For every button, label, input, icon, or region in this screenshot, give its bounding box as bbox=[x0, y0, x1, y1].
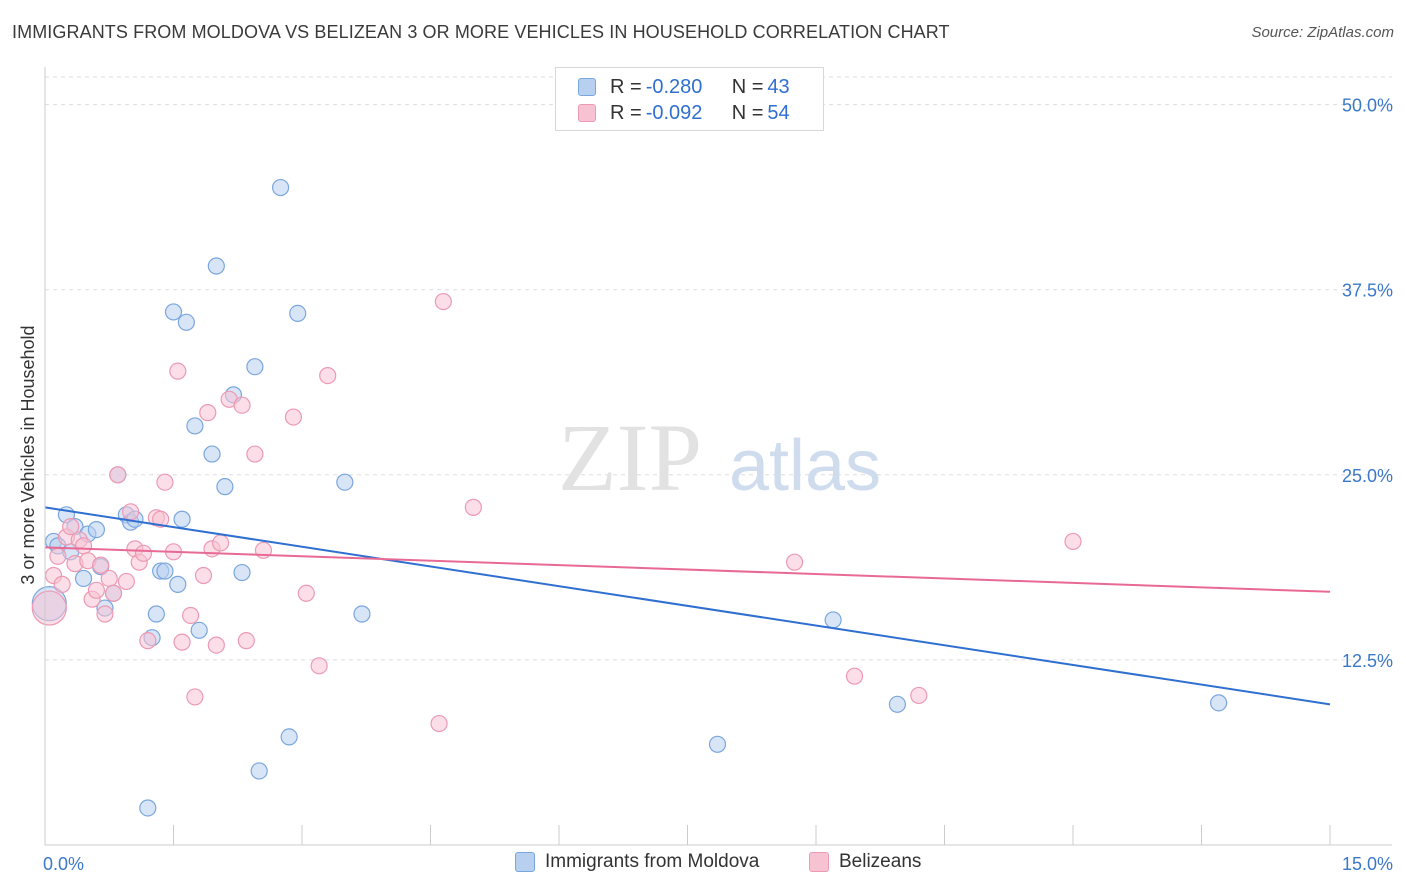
x-tick-label: 15.0% bbox=[1342, 854, 1393, 874]
series-swatch-moldova bbox=[515, 852, 535, 872]
belizeans-point bbox=[845, 667, 864, 685]
belizeans-point bbox=[104, 584, 123, 602]
moldova-point bbox=[207, 257, 225, 275]
belizeans-point bbox=[1064, 532, 1082, 551]
belizeans-point bbox=[100, 569, 118, 588]
belizeans-point bbox=[122, 503, 140, 521]
series-name-belizeans: Belizeans bbox=[839, 851, 922, 872]
series-swatch-belizeans bbox=[809, 852, 829, 872]
y-tick-label: 50.0% bbox=[1342, 96, 1393, 116]
moldova-point bbox=[139, 799, 157, 817]
belizeans-point bbox=[173, 633, 191, 651]
moldova-point bbox=[289, 304, 307, 323]
moldova-point bbox=[233, 563, 251, 582]
legend-r-value: -0.092 bbox=[645, 101, 703, 124]
y-tick-label: 12.5% bbox=[1342, 651, 1393, 671]
watermark-zip: ZIP bbox=[558, 404, 702, 511]
belizeans-point bbox=[194, 566, 213, 585]
belizeans-point bbox=[109, 466, 127, 484]
belizeans-point bbox=[134, 544, 153, 562]
moldova-point bbox=[280, 728, 298, 746]
series-legend-belizeans[interactable]: Belizeans bbox=[809, 851, 921, 873]
legend-r-label: R = bbox=[610, 75, 642, 98]
y-tick-label: 25.0% bbox=[1342, 466, 1393, 486]
belizeans-point bbox=[87, 581, 106, 599]
moldova-point bbox=[216, 478, 234, 496]
belizeans-point bbox=[785, 553, 804, 571]
belizeans-point bbox=[237, 632, 255, 650]
moldova-point bbox=[177, 313, 195, 331]
belizeans-point bbox=[96, 605, 114, 623]
belizeans-point bbox=[246, 445, 264, 463]
belizeans-point bbox=[156, 473, 174, 491]
belizeans-point bbox=[434, 292, 452, 311]
moldova-point bbox=[1210, 694, 1228, 712]
moldova-point bbox=[824, 611, 842, 629]
belizeans-point bbox=[152, 510, 170, 528]
belizeans-point bbox=[319, 366, 337, 385]
belizeans-point bbox=[284, 408, 303, 426]
legend-swatch-moldova bbox=[578, 78, 596, 96]
belizeans-point bbox=[464, 498, 482, 516]
moldova-point bbox=[888, 695, 906, 713]
chart-title: IMMIGRANTS FROM MOLDOVA VS BELIZEAN 3 OR… bbox=[12, 22, 950, 42]
belizeans-point bbox=[49, 547, 67, 565]
moldova-point bbox=[246, 358, 264, 376]
legend-row-moldova: R = -0.280 N = 43 bbox=[578, 74, 790, 100]
belizeans-point bbox=[139, 632, 157, 650]
source-label: Source: ZipAtlas.com bbox=[1251, 24, 1394, 41]
moldova-point bbox=[156, 562, 174, 580]
legend-row-belizeans: R = -0.092 N = 54 bbox=[578, 100, 790, 126]
belizeans-point bbox=[186, 688, 204, 706]
belizeans-point bbox=[117, 572, 135, 591]
belizeans-point bbox=[74, 537, 93, 555]
belizeans-point bbox=[207, 636, 225, 654]
belizeans-point bbox=[430, 714, 448, 733]
moldova-point bbox=[203, 445, 221, 463]
legend-swatch-belizeans bbox=[578, 104, 596, 122]
belizeans-trend-line bbox=[44, 546, 1331, 593]
belizeans-point bbox=[92, 556, 110, 574]
series-name-moldova: Immigrants from Moldova bbox=[545, 851, 760, 872]
belizeans-point bbox=[199, 404, 217, 422]
legend-n-label: N = bbox=[731, 101, 764, 124]
moldova-point bbox=[190, 621, 208, 639]
legend-r-label: R = bbox=[610, 101, 642, 124]
legend-r-value: -0.280 bbox=[645, 75, 703, 98]
belizeans-point bbox=[182, 606, 200, 625]
belizeans-point bbox=[169, 362, 187, 380]
legend-n-value: 54 bbox=[767, 101, 790, 124]
y-axis-label: 3 or more Vehicles in Household bbox=[18, 325, 38, 584]
moldova-point bbox=[353, 605, 371, 623]
moldova-point bbox=[164, 303, 183, 321]
moldova-point bbox=[271, 178, 290, 197]
correlation-legend: R = -0.280 N = 43 R = -0.092 N = 54 bbox=[555, 67, 824, 131]
belizeans-point bbox=[53, 575, 71, 593]
moldova-trend-line bbox=[44, 506, 1331, 706]
legend-n-label: N = bbox=[731, 75, 764, 98]
moldova-point bbox=[708, 735, 727, 753]
series-legend: Immigrants from Moldova Belizeans bbox=[0, 851, 1406, 879]
moldova-point bbox=[169, 575, 187, 593]
series-legend-moldova[interactable]: Immigrants from Moldova bbox=[515, 851, 759, 873]
belizeans-point bbox=[910, 686, 928, 705]
moldova-point bbox=[147, 605, 165, 623]
moldova-point bbox=[173, 510, 191, 528]
moldova-point bbox=[186, 417, 204, 435]
y-tick-label: 37.5% bbox=[1342, 281, 1393, 301]
moldova-point bbox=[250, 762, 268, 780]
moldova-point bbox=[87, 520, 106, 539]
watermark-atlas: atlas bbox=[729, 426, 881, 506]
belizeans-point bbox=[233, 396, 251, 414]
belizeans-point bbox=[212, 534, 230, 552]
belizeans-point bbox=[297, 584, 315, 602]
moldova-point bbox=[336, 473, 354, 491]
legend-n-value: 43 bbox=[767, 75, 790, 98]
belizeans-point bbox=[62, 518, 80, 536]
belizeans-point bbox=[31, 590, 67, 626]
x-tick-label: 0.0% bbox=[43, 854, 84, 874]
belizeans-point bbox=[310, 657, 328, 675]
moldova-point bbox=[74, 569, 93, 588]
